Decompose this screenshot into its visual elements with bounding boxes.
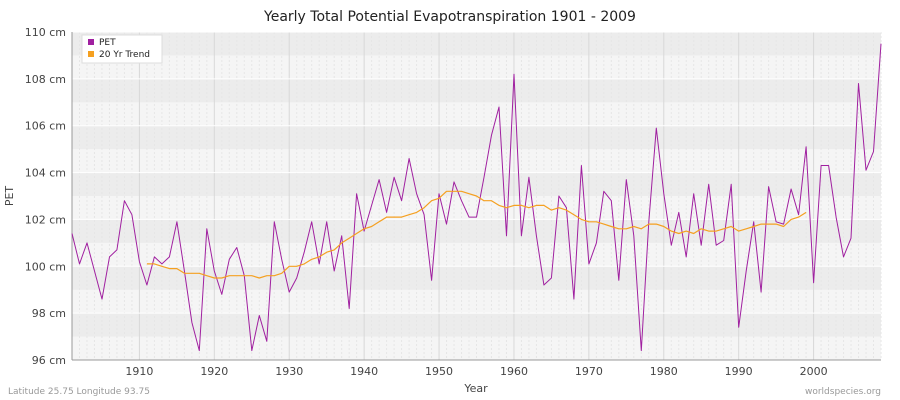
legend-box	[81, 34, 163, 64]
x-tick-label: 1920	[200, 365, 228, 378]
x-tick-label: 2000	[800, 365, 828, 378]
x-tick-label: 1970	[575, 365, 603, 378]
legend-label-trend: 20 Yr Trend	[99, 50, 150, 60]
plot-band	[72, 78, 881, 103]
x-axis-label: Year	[463, 382, 488, 395]
y-tick-label: 102 cm	[25, 213, 66, 226]
y-tick-label: 110 cm	[25, 26, 66, 39]
y-tick-label: 108 cm	[25, 73, 66, 86]
plot-band	[72, 219, 881, 243]
y-tick-label: 104 cm	[25, 167, 66, 180]
legend-label-pet: PET	[99, 38, 116, 48]
y-tick-label: 96 cm	[32, 354, 66, 367]
footer-source: worldspecies.org	[805, 387, 881, 397]
x-tick-labels: 1910 1920 1930 1940 1950 1960 1970 1980 1990 2000	[125, 365, 827, 378]
pet-series-line	[71, 43, 882, 352]
series-lines	[71, 43, 882, 352]
plot-band	[72, 32, 881, 56]
legend-swatch-trend	[88, 51, 94, 57]
y-gridlines	[71, 31, 881, 361]
x-tick-label: 1940	[350, 365, 378, 378]
trend-series-line	[146, 190, 807, 279]
x-tick-label: 1910	[125, 365, 153, 378]
x-tick-label: 1960	[500, 365, 528, 378]
y-tick-label: 98 cm	[32, 307, 66, 320]
x-tick-label: 1930	[275, 365, 303, 378]
legend: PET 20 Yr Trend	[81, 34, 163, 64]
y-tick-label: 100 cm	[25, 260, 66, 273]
chart-title: Yearly Total Potential Evapotranspiratio…	[263, 9, 636, 25]
x-tick-label: 1990	[725, 365, 753, 378]
footer-coordinates: Latitude 25.75 Longitude 93.75	[8, 387, 150, 397]
legend-swatch-pet	[88, 39, 94, 45]
y-tick-labels: 96 cm 98 cm 100 cm 102 cm 104 cm 106 cm 108 cm…	[25, 26, 66, 367]
x-tick-label: 1950	[425, 365, 453, 378]
y-axis-label: PET	[3, 186, 16, 207]
x-tick-label: 1980	[650, 365, 678, 378]
y-tick-label: 106 cm	[25, 120, 66, 133]
